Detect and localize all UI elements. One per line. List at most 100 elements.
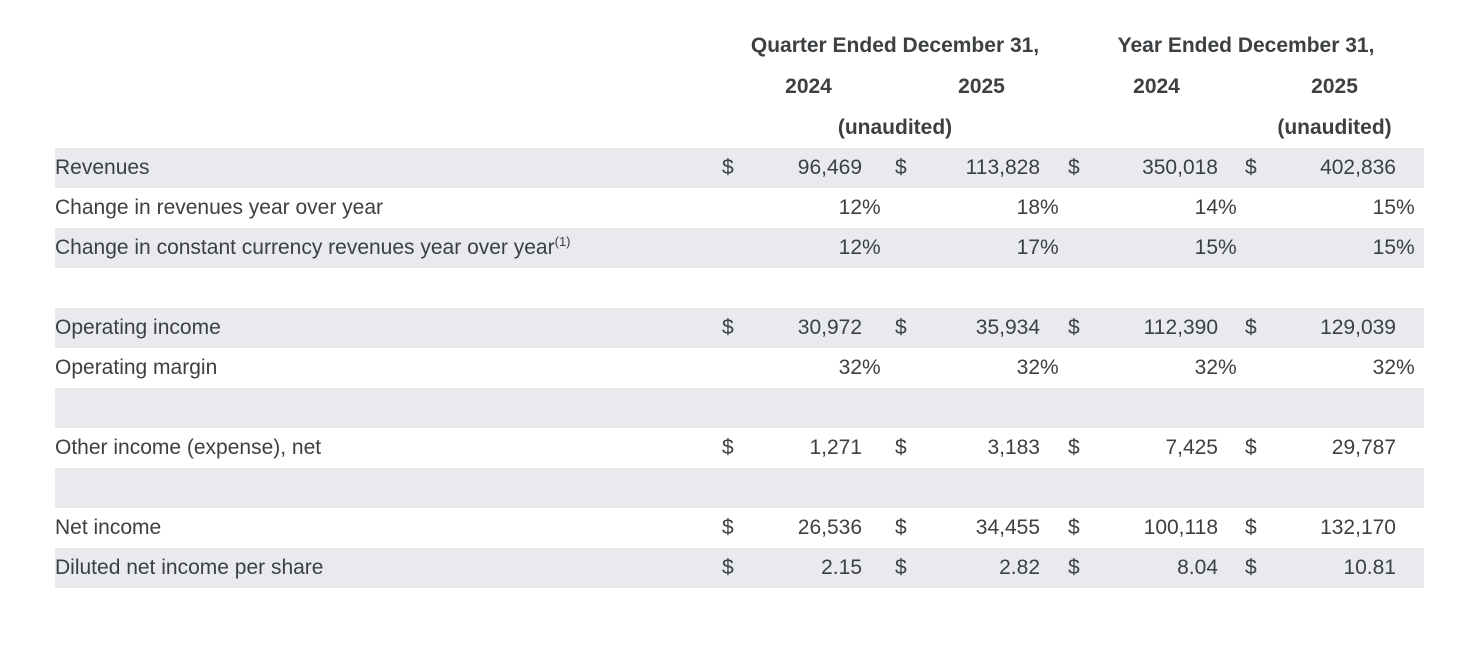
- cell-value: 18: [1016, 196, 1040, 219]
- percent-symbol: [1218, 428, 1245, 468]
- currency-symbol: $: [1068, 148, 1112, 188]
- percent-symbol: [862, 508, 895, 548]
- year-labels-row: 2024 2025 2024 2025: [55, 66, 1424, 107]
- cell-value: 32: [1372, 356, 1396, 379]
- percent-symbol: %: [1396, 228, 1425, 268]
- row-label: Other income (expense), net: [55, 436, 322, 459]
- cell-value: 350,018: [1112, 148, 1218, 188]
- percent-symbol: [1396, 308, 1425, 348]
- currency-symbol: [722, 188, 760, 228]
- table-row-operating-margin: Operating margin 32 % 32 % 32 % 32 %: [55, 348, 1424, 388]
- period-title-row: Quarter Ended December 31, Year Ended De…: [55, 25, 1424, 66]
- cell-value: 100,118: [1143, 516, 1218, 539]
- currency-symbol: $: [1068, 516, 1080, 539]
- currency-symbol: $: [895, 548, 935, 588]
- currency-symbol: [722, 228, 760, 268]
- cell-value: 1,271: [809, 436, 862, 459]
- cell-value: 30,972: [760, 308, 862, 348]
- cell-value: 10.81: [1290, 548, 1396, 588]
- percent-symbol: %: [862, 228, 895, 268]
- row-label: Change in revenues year over year: [55, 196, 384, 219]
- cell-value: 12: [760, 228, 862, 268]
- header-spacer-cell: [55, 107, 722, 148]
- cell-value: 2.15: [760, 548, 862, 588]
- currency-symbol: $: [1245, 148, 1290, 188]
- table-row-constant-currency-change: Change in constant currency revenues yea…: [55, 228, 1425, 268]
- currency-symbol: [722, 348, 760, 388]
- percent-symbol: [1396, 548, 1425, 588]
- spacer-row: [55, 468, 1425, 508]
- percent-symbol: %: [862, 356, 881, 379]
- currency-symbol: $: [895, 516, 907, 539]
- percent-symbol: [1218, 508, 1245, 548]
- cell-value: 2.82: [935, 548, 1040, 588]
- currency-symbol: [1245, 228, 1290, 268]
- quarter-2025-header: 2025: [958, 74, 1005, 98]
- percent-symbol: %: [1396, 356, 1415, 379]
- currency-symbol: [1068, 188, 1112, 228]
- percent-symbol: %: [1040, 356, 1059, 379]
- cell-value: 402,836: [1290, 148, 1396, 188]
- cell-value: 15: [1372, 196, 1396, 219]
- currency-symbol: $: [722, 436, 734, 459]
- table-row-net-income: Net income $ 26,536 $ 34,455 $ 100,118 $…: [55, 508, 1424, 548]
- quarter-ended-header: Quarter Ended December 31,: [750, 33, 1040, 57]
- year-ended-header: Year Ended December 31,: [1117, 33, 1375, 57]
- currency-symbol: $: [1245, 516, 1257, 539]
- currency-symbol: $: [722, 308, 760, 348]
- percent-symbol: [862, 308, 895, 348]
- cell-value: 7,425: [1165, 436, 1218, 459]
- row-label: Operating margin: [55, 356, 218, 379]
- percent-symbol: %: [1040, 196, 1059, 219]
- currency-symbol: [895, 228, 935, 268]
- percent-symbol: %: [862, 196, 881, 219]
- financial-summary-table: Quarter Ended December 31, Year Ended De…: [55, 25, 1425, 588]
- row-label: Change in constant currency revenues yea…: [55, 228, 722, 268]
- unaudited-row: (unaudited) (unaudited): [55, 107, 1424, 148]
- cell-value: 8.04: [1112, 548, 1218, 588]
- percent-symbol: %: [1218, 228, 1245, 268]
- header-spacer-cell: [1068, 107, 1245, 148]
- percent-symbol: [1218, 148, 1245, 188]
- spacer-row: [55, 388, 1425, 428]
- row-label: Revenues: [55, 148, 722, 188]
- percent-symbol: [1040, 308, 1068, 348]
- currency-symbol: $: [1068, 436, 1080, 459]
- cell-value: 35,934: [935, 308, 1040, 348]
- spacer-cell: [55, 268, 1424, 308]
- percent-symbol: [1040, 148, 1068, 188]
- cell-value: 3,183: [987, 436, 1040, 459]
- cell-value: 32: [838, 356, 862, 379]
- currency-symbol: $: [895, 436, 907, 459]
- currency-symbol: $: [1245, 436, 1257, 459]
- cell-value: 17: [935, 228, 1040, 268]
- cell-value: 15: [1112, 228, 1218, 268]
- table-row-revenue-change: Change in revenues year over year 12 % 1…: [55, 188, 1424, 228]
- cell-value: 32: [1194, 356, 1218, 379]
- percent-symbol: [1040, 508, 1068, 548]
- currency-symbol: [1068, 228, 1112, 268]
- currency-symbol: [895, 188, 935, 228]
- cell-value: 32: [1016, 356, 1040, 379]
- currency-symbol: [1068, 348, 1112, 388]
- row-label: Diluted net income per share: [55, 548, 722, 588]
- spacer-row: [55, 268, 1424, 308]
- percent-symbol: [1396, 148, 1425, 188]
- currency-symbol: [895, 348, 935, 388]
- year-unaudited-note: (unaudited): [1277, 115, 1392, 139]
- cell-value: 34,455: [975, 516, 1040, 539]
- currency-symbol: $: [1245, 308, 1290, 348]
- currency-symbol: [1245, 188, 1290, 228]
- currency-symbol: $: [722, 516, 734, 539]
- cell-value: 96,469: [760, 148, 862, 188]
- percent-symbol: [1040, 548, 1068, 588]
- percent-symbol: [862, 548, 895, 588]
- cell-value: 26,536: [797, 516, 862, 539]
- currency-symbol: $: [895, 148, 935, 188]
- spacer-cell: [55, 388, 1425, 428]
- header-spacer-cell: [55, 66, 722, 107]
- percent-symbol: [1218, 308, 1245, 348]
- cell-value: 112,390: [1112, 308, 1218, 348]
- header-spacer-cell: [55, 25, 722, 66]
- percent-symbol: [862, 148, 895, 188]
